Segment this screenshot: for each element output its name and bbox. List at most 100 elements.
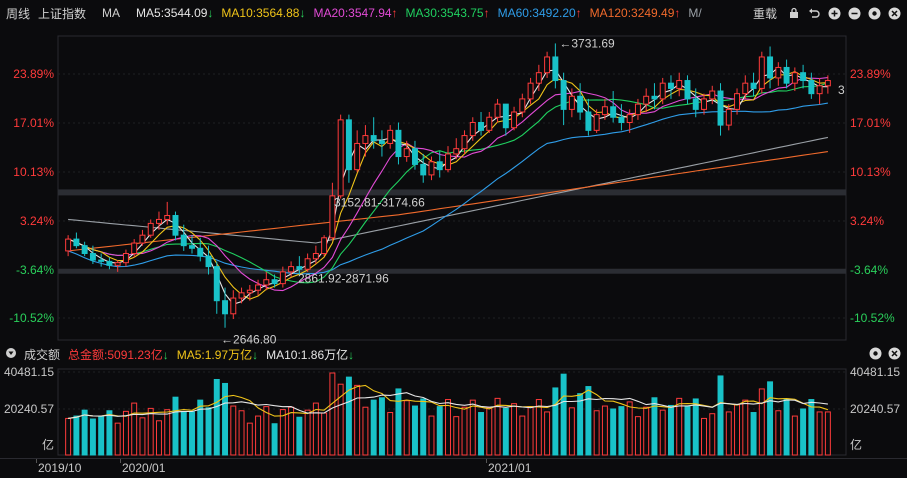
candle-body xyxy=(577,95,584,113)
volume-total: 总金额:5091.23亿↓ xyxy=(68,347,169,362)
volume-tools xyxy=(869,347,901,363)
candle-body xyxy=(114,262,121,266)
candle-body xyxy=(800,72,807,82)
ma-legend-0[interactable]: MA5:3544.09↓ xyxy=(136,6,214,20)
ma-legend-4[interactable]: MA60:3492.20↑ xyxy=(497,6,582,20)
volume-bar xyxy=(544,411,551,456)
reset-button[interactable]: 重载 xyxy=(752,6,777,21)
candle-body xyxy=(601,106,608,116)
volume-bar xyxy=(486,407,493,456)
price-chart[interactable]: 23.89% 23.89% 17.01% 17.01% 10.13% 10.13% 3.24… xyxy=(0,26,907,344)
volume-bar xyxy=(610,408,617,456)
volume-bar xyxy=(238,410,245,456)
index-name[interactable]: 上证指数 xyxy=(38,6,87,21)
undo-icon[interactable] xyxy=(807,6,821,20)
volume-label[interactable]: 成交额 xyxy=(24,347,61,362)
candle-body xyxy=(180,234,187,247)
candle-body xyxy=(288,266,295,273)
candle-body xyxy=(568,95,575,110)
volume-bar xyxy=(89,418,96,456)
volume-bar xyxy=(701,417,707,456)
candle-body xyxy=(395,129,402,158)
chart-tools: 重载 xyxy=(752,0,907,26)
candle-body xyxy=(535,72,542,84)
volume-bar xyxy=(511,403,518,456)
close-icon[interactable] xyxy=(887,6,901,20)
ma10-line xyxy=(67,70,828,300)
volume-bar xyxy=(684,405,691,456)
volume-bar xyxy=(758,388,765,456)
volume-bar xyxy=(824,411,831,456)
gap-band-lower xyxy=(58,268,846,274)
candle-body xyxy=(189,245,195,249)
candle-body xyxy=(131,242,138,255)
candle-body xyxy=(692,98,699,110)
collapse-icon[interactable] xyxy=(6,347,16,361)
ma-legend-3[interactable]: MA30:3543.75↑ xyxy=(405,6,490,20)
candle-body xyxy=(461,135,468,150)
volume-bar xyxy=(362,406,369,456)
candle-body xyxy=(560,80,567,110)
candle-body xyxy=(767,56,774,79)
high-annotation: ←3731.69 xyxy=(559,36,615,50)
volume-bar xyxy=(279,409,286,456)
y-tick-left: -10.52% xyxy=(9,311,54,325)
volume-bar xyxy=(304,409,311,456)
x-axis-label: 2021/01 xyxy=(488,461,532,475)
candle-body xyxy=(321,237,328,255)
ma-legend-6[interactable]: M/ xyxy=(688,6,702,20)
period-label[interactable]: 周线 xyxy=(6,6,31,21)
volume-bar xyxy=(370,399,377,456)
gap-band-upper xyxy=(58,189,846,196)
volume-chart[interactable]: 40481.15 40481.15 20240.57 20240.57 亿 亿 xyxy=(0,363,907,458)
volume-bar xyxy=(222,382,229,456)
volume-close-icon[interactable] xyxy=(888,347,901,363)
y-tick-right: -10.52% xyxy=(850,311,895,325)
ma-legend-5[interactable]: MA120:3249.49↑ xyxy=(589,6,681,20)
volume-bar xyxy=(147,407,154,456)
volume-bar xyxy=(230,405,237,456)
ma-legend-2[interactable]: MA20:3547.94↑ xyxy=(313,6,398,20)
volume-bar xyxy=(403,400,410,456)
volume-bar xyxy=(345,376,352,456)
candle-body xyxy=(89,253,96,261)
candle-body xyxy=(263,279,270,286)
y-tick-left: 3.24% xyxy=(20,214,54,228)
volume-bar xyxy=(742,399,749,456)
candle-body xyxy=(618,116,625,123)
volume-settings-icon[interactable] xyxy=(869,347,882,363)
volume-bar xyxy=(263,406,270,456)
volume-bar xyxy=(73,415,80,456)
candle-body xyxy=(816,85,823,95)
y-tick-left: 17.01% xyxy=(13,116,54,130)
ma-toggle[interactable]: MA xyxy=(102,6,121,20)
candle-body xyxy=(164,215,171,220)
volume-bar xyxy=(172,396,179,456)
settings-icon[interactable] xyxy=(867,6,881,20)
candle-body xyxy=(610,106,617,118)
volume-bar xyxy=(593,410,600,456)
volume-bar xyxy=(288,406,295,456)
candle-body xyxy=(205,255,212,268)
volume-bar xyxy=(81,409,88,456)
x-axis-tick xyxy=(486,459,487,463)
volume-bar xyxy=(122,410,129,456)
candle-body xyxy=(155,218,162,224)
volume-bar xyxy=(560,373,567,456)
candle-body xyxy=(701,98,707,110)
volume-bar xyxy=(667,404,674,456)
last-price-marker: 3 xyxy=(838,83,845,97)
candle-body xyxy=(139,234,146,244)
volume-bar xyxy=(808,399,815,456)
candle-body xyxy=(230,297,237,315)
volume-bar xyxy=(519,415,526,456)
lock-icon[interactable] xyxy=(787,6,801,20)
zoom-in-icon[interactable] xyxy=(827,6,841,20)
zoom-out-icon[interactable] xyxy=(847,6,861,20)
ma60-line xyxy=(67,102,828,275)
ma-legend-1[interactable]: MA10:3564.88↓ xyxy=(221,6,306,20)
volume-bar xyxy=(618,406,625,456)
candle-body xyxy=(81,245,88,255)
volume-bar xyxy=(164,409,171,456)
volume-bar xyxy=(494,397,501,456)
